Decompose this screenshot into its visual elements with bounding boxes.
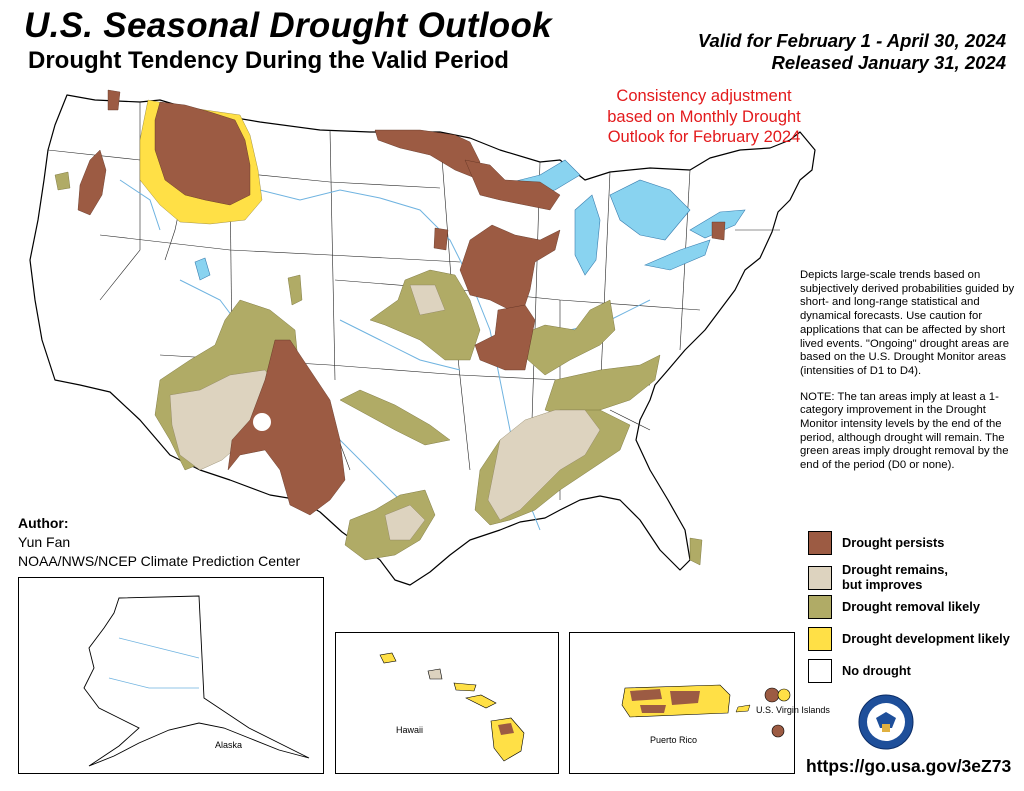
author-heading: Author: — [18, 515, 69, 531]
description-paragraph-2: NOTE: The tan areas imply at least a 1-c… — [800, 390, 1009, 472]
released-date-text: Released January 31, 2024 — [771, 52, 1007, 73]
legend-swatch-development — [808, 627, 832, 651]
legend-item-no-drought: No drought — [808, 659, 911, 683]
hawaii-label: Hawaii — [396, 725, 424, 735]
virgin-islands-label: U.S. Virgin Islands — [756, 705, 830, 715]
drought-improves-regions — [169, 284, 601, 541]
alaska-inset: Alaska — [18, 577, 324, 774]
alaska-map — [83, 595, 310, 767]
lake-hole — [253, 413, 271, 431]
map-title: U.S. Seasonal Drought Outlook — [24, 6, 552, 45]
legend-swatch-persists — [808, 531, 832, 555]
legend-label-no-drought: No drought — [842, 662, 911, 678]
alaska-label: Alaska — [215, 740, 243, 750]
description-text: Depicts large-scale trends based on subj… — [800, 269, 1024, 485]
legend-swatch-no-drought — [808, 659, 832, 683]
puerto-rico-inset: U.S. Virgin Islands Puerto Rico — [569, 632, 830, 774]
puerto-rico-label: Puerto Rico — [650, 735, 698, 745]
validity-block: Valid for February 1 - April 30, 2024 Re… — [698, 30, 1006, 74]
conus-map — [29, 89, 816, 586]
map-subtitle: Drought Tendency During the Valid Period — [28, 47, 509, 74]
description-paragraph-1: Depicts large-scale trends based on subj… — [800, 269, 1015, 377]
puerto-rico-map — [621, 684, 791, 738]
legend-label-removal: Drought removal likely — [842, 598, 980, 614]
department-of-commerce-seal — [858, 694, 914, 750]
hawaii-inset: Hawaii — [335, 632, 559, 774]
consistency-note: Consistency adjustment based on Monthly … — [607, 87, 801, 146]
hawaii-map — [379, 652, 525, 762]
legend-label-development: Drought development likely — [842, 630, 1010, 646]
author-name: Yun Fan — [18, 534, 71, 550]
legend-label-persists: Drought persists — [842, 534, 945, 550]
author-block: Author: Yun Fan NOAA/NWS/NCEP Climate Pr… — [18, 514, 300, 571]
legend-swatch-removal — [808, 595, 832, 619]
legend-swatch-improves — [808, 565, 832, 590]
short-url-link[interactable]: https://go.usa.gov/3eZ73 — [806, 756, 1012, 776]
author-org: NOAA/NWS/NCEP Climate Prediction Center — [18, 553, 301, 569]
valid-period-text: Valid for February 1 - April 30, 2024 — [697, 30, 1006, 51]
legend-item-persists: Drought persists — [808, 531, 944, 555]
legend-item-removal: Drought removal likely — [808, 595, 980, 619]
legend-item-improves: Drought remains, but improves — [808, 562, 962, 592]
legend-label-improves: Drought remains, but improves — [842, 562, 948, 592]
legend-item-development: Drought development likely — [808, 627, 1010, 651]
drought-persists-regions — [77, 89, 726, 516]
